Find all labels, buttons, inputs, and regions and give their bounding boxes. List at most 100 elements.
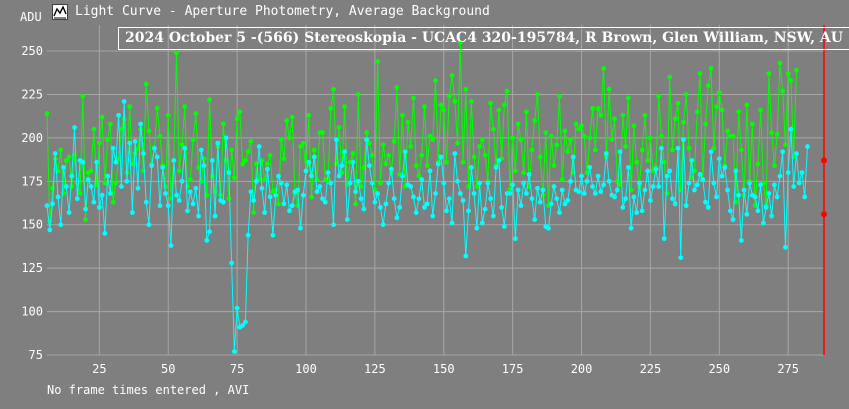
series-2-point <box>226 170 232 176</box>
series-2-point <box>394 215 400 221</box>
series-2-point <box>438 154 444 160</box>
series-1-point <box>141 168 146 174</box>
series-1-point <box>165 112 171 118</box>
series-1-point <box>433 78 438 83</box>
series-1-point <box>471 154 477 160</box>
series-1-point <box>96 140 102 146</box>
series-2-point <box>80 159 86 165</box>
series-2-point <box>240 323 246 328</box>
series-2-point <box>708 149 714 155</box>
series-2-point <box>601 182 606 188</box>
series-2-point <box>154 154 160 160</box>
series-2-point <box>780 149 786 155</box>
series-1-point <box>554 142 560 148</box>
series-2-point <box>422 204 427 210</box>
cursor-marker <box>821 211 827 218</box>
series-1-point <box>716 90 722 96</box>
y-tick-labels: 75 100 125 150 175 200 225 250 <box>21 44 43 362</box>
series-1-point <box>606 86 612 92</box>
series-2-point <box>118 184 124 189</box>
series-1-point <box>772 163 777 169</box>
series-1-point <box>601 66 606 71</box>
x-tick-label: 25 <box>92 362 106 376</box>
series-1-point <box>449 72 455 78</box>
series-2-point <box>744 211 750 217</box>
series-1-point <box>661 159 667 165</box>
series-2-point <box>565 198 571 203</box>
series-2-point <box>424 201 430 207</box>
series-2-point <box>631 194 637 200</box>
series-2-point <box>457 191 463 196</box>
series-2-point <box>794 151 799 156</box>
series-2-point <box>325 170 331 176</box>
series-2-point <box>783 244 788 250</box>
series-1-point <box>342 104 347 110</box>
series-1-point <box>446 93 452 99</box>
series-1-point <box>703 121 708 127</box>
series-1-point <box>110 199 116 205</box>
series-1-point <box>80 93 86 99</box>
series-2 <box>44 99 810 354</box>
series-1-point <box>424 163 430 169</box>
series-1-point <box>207 97 212 103</box>
series-1-point <box>411 95 416 101</box>
y-tick-label: 125 <box>21 261 43 275</box>
series-1-point <box>336 125 342 130</box>
series-2-point <box>223 135 229 141</box>
series-2-point <box>716 156 722 162</box>
series-2-point <box>311 154 317 160</box>
series-1-point <box>394 85 400 90</box>
x-tick-label: 200 <box>571 362 593 376</box>
series-2-point <box>521 180 527 186</box>
series-2-point <box>730 217 736 222</box>
series-2-point <box>174 192 179 198</box>
series-1-point <box>794 67 799 73</box>
series-2-point <box>719 173 725 179</box>
series-1-point <box>196 165 201 170</box>
series-1-point <box>63 158 69 163</box>
series-1-point <box>220 121 226 127</box>
series-2-point <box>653 166 659 172</box>
series-2-point <box>198 147 204 153</box>
series-1-point <box>777 60 783 66</box>
series-2-point <box>350 159 356 165</box>
series-1-point <box>714 104 719 110</box>
series-2-point <box>692 187 697 193</box>
series-1-point <box>719 107 725 113</box>
series-2-point <box>639 208 645 214</box>
series-2-point <box>805 144 810 149</box>
series-1-point <box>515 121 521 127</box>
series-2-point <box>667 168 673 174</box>
series-2-point <box>579 173 584 179</box>
series-1-point <box>44 111 50 116</box>
series-1-point <box>529 147 535 153</box>
series-2-point <box>339 163 345 169</box>
series-2-point <box>482 206 488 212</box>
x-tick-label: 250 <box>708 362 730 376</box>
series-2-point <box>562 201 568 207</box>
series-2-point <box>623 196 629 202</box>
series-2-point <box>499 204 505 210</box>
series-2-point <box>507 191 513 196</box>
series-1-point <box>105 137 111 143</box>
series-1-point <box>592 147 598 153</box>
series-2-point <box>416 196 422 202</box>
series-2-point <box>799 170 805 176</box>
series-2-point <box>289 203 295 209</box>
frame-cursor[interactable] <box>821 25 827 355</box>
series-1-point <box>675 100 681 106</box>
series-2-point <box>796 180 802 186</box>
series-2-point <box>303 168 309 174</box>
series-2-point <box>355 178 361 184</box>
series-2-point <box>160 165 166 170</box>
series-2-point <box>306 159 312 165</box>
series-1-point <box>358 184 364 189</box>
series-2-point <box>513 236 518 242</box>
status-text: No frame times entered , AVI <box>47 383 250 397</box>
series-2-point <box>700 177 706 182</box>
light-curve-app-icon[interactable] <box>52 4 68 20</box>
series-1-point <box>785 71 791 77</box>
series-2-point <box>772 182 777 188</box>
series-2-point <box>518 203 524 209</box>
